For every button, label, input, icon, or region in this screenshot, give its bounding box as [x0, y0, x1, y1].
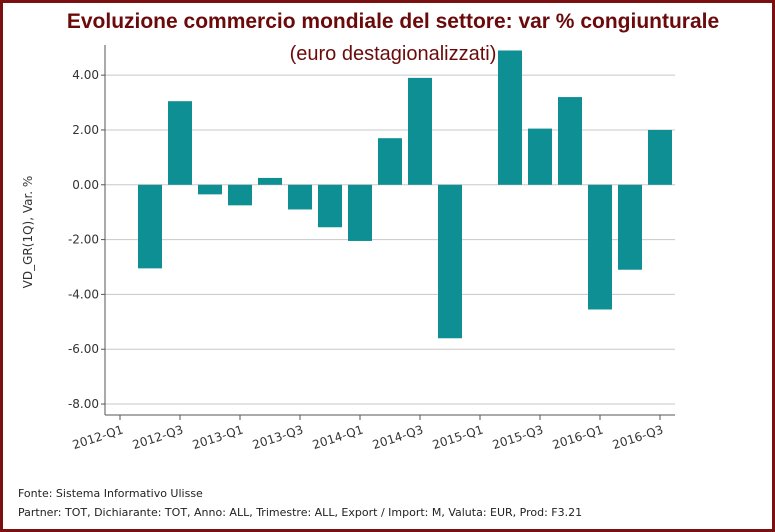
bar [138, 184, 162, 269]
bar [228, 184, 252, 206]
y-tick-label: -6.00 [68, 342, 99, 356]
bar [348, 184, 372, 241]
x-tick-label: 2015-Q3 [491, 423, 545, 453]
bar [198, 184, 222, 195]
chart-title: Evoluzione commercio mondiale del settor… [67, 10, 719, 33]
bar [588, 184, 612, 310]
y-axis-label: VD_GR(1Q), Var. % [21, 176, 35, 289]
x-tick-label: 2014-Q3 [371, 423, 425, 453]
x-tick-label: 2012-Q1 [71, 423, 125, 453]
bar [258, 177, 282, 185]
x-tick-label: 2015-Q1 [431, 423, 485, 453]
x-tick-label: 2013-Q3 [251, 423, 305, 453]
bar [528, 128, 552, 185]
bar [408, 77, 432, 185]
chart-subtitle: (euro destagionalizzati) [290, 43, 497, 65]
y-tick-label: 4.00 [72, 68, 99, 82]
y-tick-label: 0.00 [72, 178, 99, 192]
x-tick-label: 2016-Q1 [551, 423, 605, 453]
x-tick-label: 2014-Q1 [311, 423, 365, 453]
bar [438, 184, 462, 339]
bar [288, 184, 312, 210]
y-tick-label: -2.00 [68, 233, 99, 247]
bar [318, 184, 342, 228]
bar [168, 101, 192, 185]
bar [648, 129, 672, 185]
note: Partner: TOT, Dichiarante: TOT, Anno: AL… [18, 506, 582, 519]
y-tick-label: -8.00 [68, 397, 99, 411]
bar [558, 97, 582, 185]
bar [498, 50, 522, 185]
source: Fonte: Sistema Informativo Ulisse [18, 487, 203, 500]
y-tick-label: -4.00 [68, 287, 99, 301]
x-tick-label: 2012-Q3 [131, 423, 185, 453]
bar [618, 184, 642, 270]
bar [378, 138, 402, 185]
x-tick-label: 2016-Q3 [611, 423, 665, 453]
y-tick-label: 2.00 [72, 123, 99, 137]
x-tick-label: 2013-Q1 [191, 423, 245, 453]
